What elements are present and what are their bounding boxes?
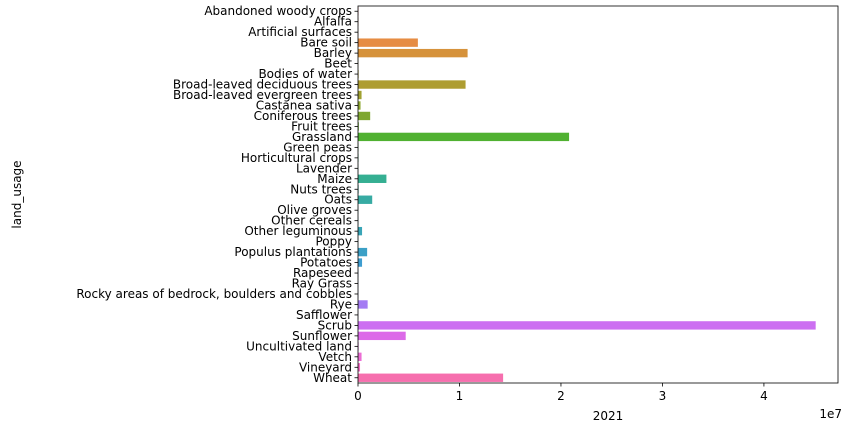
y-tick-label-8: Broad-leaved evergreen trees [173,88,352,102]
x-tick-label-1: 1 [456,389,464,403]
bar-16 [358,174,387,183]
y-tick-label-16: Maize [317,172,352,186]
bar-33 [358,352,362,362]
y-tick-label-5: Beet [324,57,352,71]
bar-21 [358,226,363,236]
bar-3 [358,38,418,47]
bar-4 [358,48,468,58]
y-tick-label-12: Grassland [292,130,352,144]
y-tick-label-27: Rocky areas of bedrock, boulders and cob… [76,287,352,301]
y-tick-label-17: Nuts trees [290,182,352,196]
y-tick-label-18: Oats [324,193,352,207]
y-tick-label-7: Broad-leaved deciduous trees [173,78,352,92]
y-tick-label-13: Green peas [283,140,352,154]
y-tick-label-31: Sunflower [292,329,352,343]
y-tick-label-15: Lavender [296,161,352,175]
y-tick-label-20: Other cereals [271,214,352,228]
bar-7 [358,80,466,89]
bar-23 [358,247,368,257]
y-tick-label-11: Fruit trees [291,119,352,133]
y-tick-label-19: Olive groves [277,203,352,217]
bar-30 [358,321,816,330]
bar-8 [358,90,362,100]
y-tick-label-29: Safflower [296,308,352,322]
y-tick-label-1: Alfalfa [314,15,352,29]
y-tick-label-9: Castanea sativa [256,98,352,112]
y-tick-label-23: Populus plantations [234,245,352,259]
y-tick-label-10: Coniferous trees [254,109,352,123]
x-axis-scale-label: 1e7 [819,407,842,421]
x-tick-label-3: 3 [659,389,667,403]
y-tick-label-21: Other leguminous [244,224,352,238]
x-tick-label-2: 2 [557,389,565,403]
y-tick-label-35: Wheat [313,371,352,385]
y-tick-label-0: Abandoned woody crops [204,4,352,18]
y-tick-label-6: Bodies of water [258,67,352,81]
x-tick-label-4: 4 [760,389,768,403]
y-tick-label-24: Potatoes [300,256,352,270]
y-tick-label-30: Scrub [318,318,352,332]
y-tick-label-25: Rapeseed [293,266,352,280]
bars-group [358,7,816,382]
bar-28 [358,300,368,309]
y-tick-label-14: Horticultural crops [241,151,352,165]
y-tick-label-2: Artificial surfaces [248,25,352,39]
x-axis-label: 2021 [593,409,624,423]
y-tick-label-22: Poppy [316,235,353,249]
y-tick-label-3: Bare soil [300,36,352,50]
bar-10 [358,111,371,121]
y-tick-label-4: Barley [314,46,352,60]
bar-35 [358,373,504,382]
y-axis-label: land_usage [10,160,24,228]
bar-12 [358,132,570,142]
bar-11 [358,122,359,131]
bar-9 [358,101,361,110]
y-tick-label-26: Ray Grass [292,277,352,291]
plot-frame [357,5,839,384]
y-tick-label-34: Vineyard [299,360,352,374]
bar-24 [358,258,363,267]
bar-34 [358,363,361,372]
y-tick-label-28: Rye [330,297,352,311]
y-tick-label-32: Uncultivated land [246,339,352,353]
bar-18 [358,195,373,204]
x-tick-label-0: 0 [354,389,362,403]
x-axis-ticks: 0 1 2 3 4 [354,383,768,403]
y-tick-label-33: Vetch [318,350,352,364]
bar-31 [358,331,406,341]
